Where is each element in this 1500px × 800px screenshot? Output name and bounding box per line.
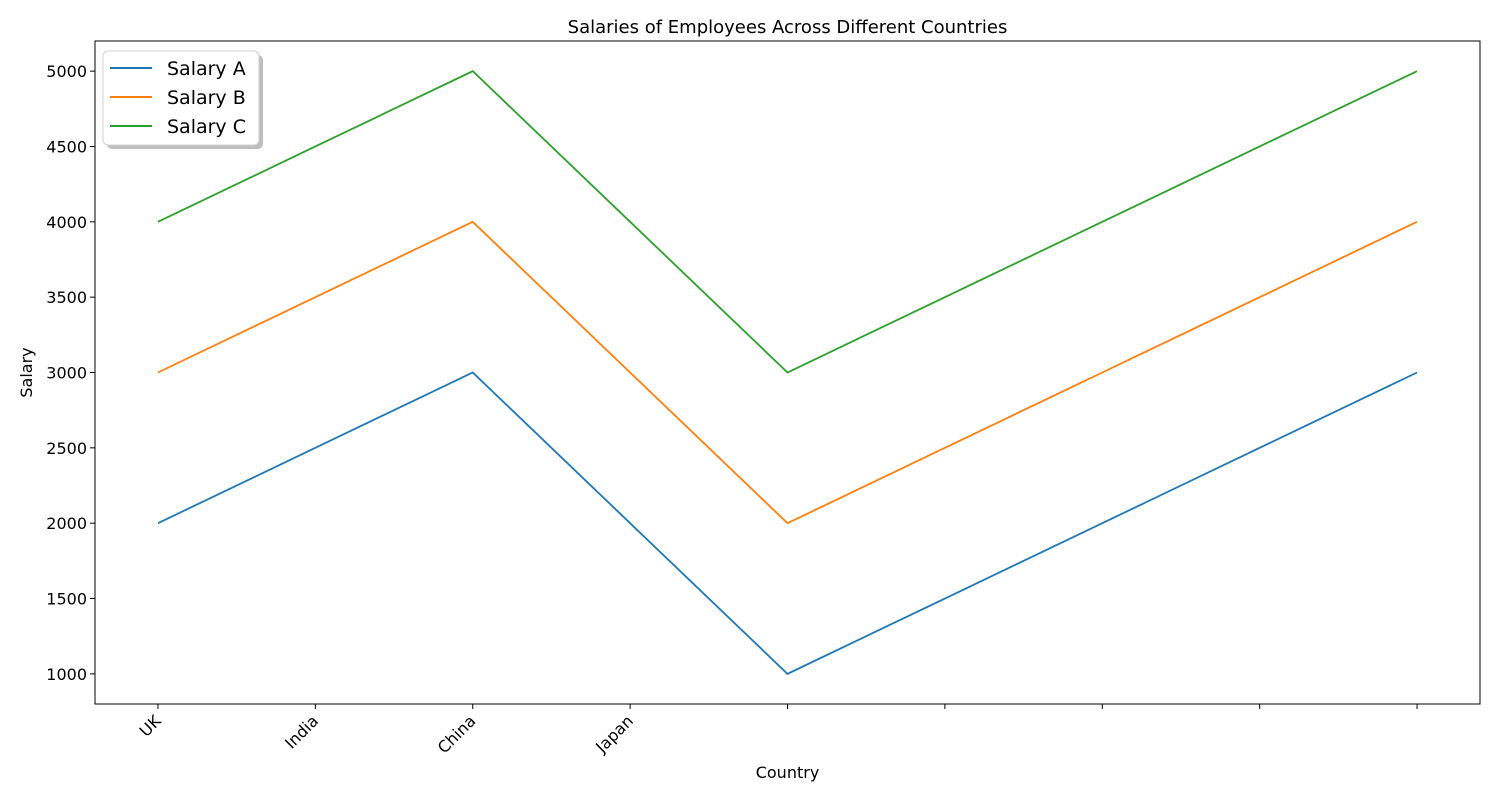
y-axis: 1000 1500 2000 2500 3000 3500 4000 4500 5000 xyxy=(46,62,95,684)
x-tick-label: UK xyxy=(136,711,165,740)
y-tick-label: 1000 xyxy=(46,665,87,684)
y-tick-label: 3000 xyxy=(46,364,87,383)
y-tick-label: 4500 xyxy=(46,137,87,156)
legend-label: Salary C xyxy=(167,116,246,138)
y-tick-label: 2000 xyxy=(46,514,87,533)
y-tick-label: 5000 xyxy=(46,62,87,81)
legend-label: Salary A xyxy=(167,58,246,80)
series-line-2 xyxy=(157,220,1418,525)
legend: Salary A Salary B Salary C xyxy=(102,50,263,149)
x-tick-label: China xyxy=(434,711,480,757)
series-line-3 xyxy=(157,70,1418,374)
legend-box xyxy=(102,50,260,146)
x-tick-label: India xyxy=(281,711,322,752)
y-axis-label: Salary xyxy=(17,347,36,397)
y-tick-label: 3500 xyxy=(46,288,87,307)
y-tick-label: 4000 xyxy=(46,213,87,232)
chart-title: Salaries of Employees Across Different C… xyxy=(568,17,1008,38)
x-axis-label: Country xyxy=(756,763,820,782)
series-lines xyxy=(157,70,1418,675)
y-tick-label: 2500 xyxy=(46,439,87,458)
legend-label: Salary B xyxy=(167,87,246,109)
series-line-1 xyxy=(157,371,1418,675)
x-tick-label: Japan xyxy=(591,711,637,757)
y-tick-label: 1500 xyxy=(46,590,87,609)
x-axis: UK India China Japan xyxy=(136,704,1418,757)
